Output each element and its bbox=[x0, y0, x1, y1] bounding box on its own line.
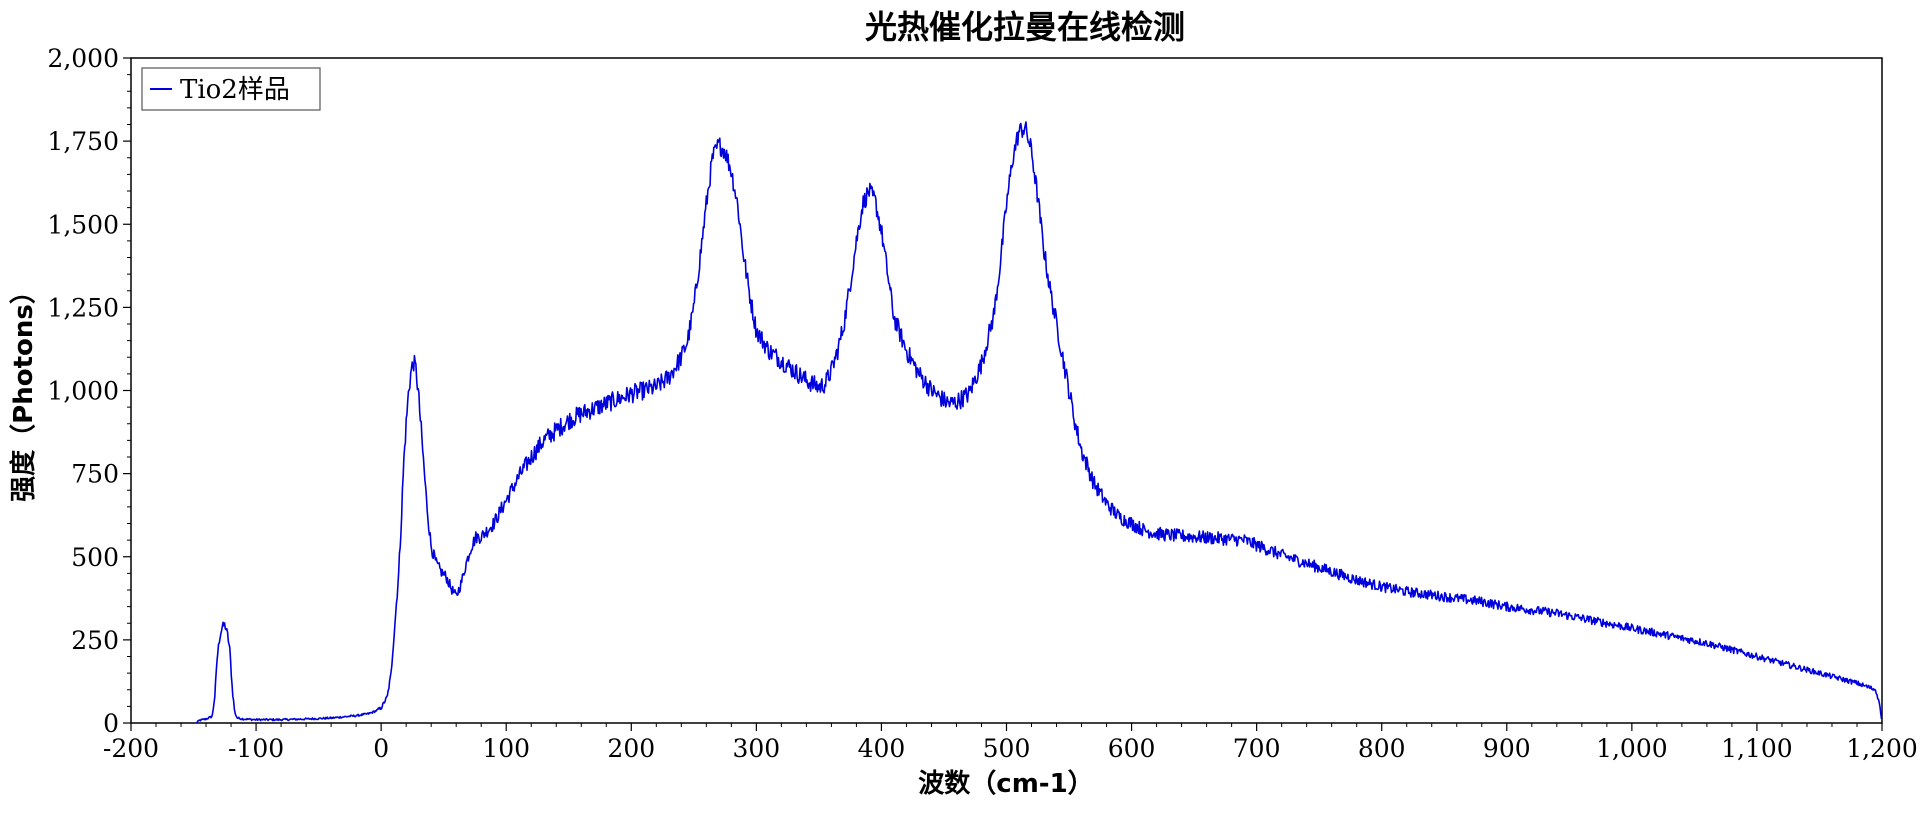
x-tick-label: 300 bbox=[732, 734, 780, 763]
x-tick-label: 400 bbox=[858, 734, 906, 763]
y-tick-label: 250 bbox=[71, 626, 119, 655]
y-tick-label: 0 bbox=[103, 709, 119, 738]
x-tick-label: -200 bbox=[103, 734, 159, 763]
x-tick-label: 700 bbox=[1233, 734, 1281, 763]
x-axis: -200 -100 0 100 200 300 400 500 600 700 800 900 1,00… bbox=[103, 723, 1918, 763]
x-tick-label: 900 bbox=[1483, 734, 1531, 763]
y-tick-label: 1,500 bbox=[47, 210, 119, 239]
y-tick-label: 500 bbox=[71, 543, 119, 572]
series-line bbox=[195, 121, 1883, 724]
y-tick-label: 1,000 bbox=[47, 377, 119, 406]
y-axis-label: 强度（Photons） bbox=[8, 278, 39, 502]
x-tick-label: 600 bbox=[1108, 734, 1156, 763]
x-tick-label: -100 bbox=[228, 734, 284, 763]
y-tick-label: 1,750 bbox=[47, 127, 119, 156]
x-tick-label: 200 bbox=[607, 734, 655, 763]
y-tick-label: 750 bbox=[71, 460, 119, 489]
x-tick-label: 1,100 bbox=[1721, 734, 1793, 763]
x-tick-label: 1,000 bbox=[1596, 734, 1668, 763]
legend: Tio2样品 bbox=[141, 67, 321, 111]
y-tick-label: 1,250 bbox=[47, 293, 119, 322]
y-tick-label: 2,000 bbox=[47, 44, 119, 73]
x-tick-label: 0 bbox=[373, 734, 389, 763]
x-tick-label: 500 bbox=[983, 734, 1031, 763]
x-axis-label: 波数（cm-1） bbox=[918, 769, 1093, 799]
y-axis: 0 250 500 750 1,000 1,250 1,500 1,750 2,000 bbox=[47, 44, 131, 738]
x-tick-label: 800 bbox=[1358, 734, 1406, 763]
x-tick-label: 1,200 bbox=[1846, 734, 1918, 763]
series-layer bbox=[195, 121, 1883, 724]
legend-label: Tio2样品 bbox=[180, 75, 290, 105]
chart-title: 光热催化拉曼在线检测 bbox=[865, 8, 1185, 46]
x-tick-label: 100 bbox=[482, 734, 530, 763]
